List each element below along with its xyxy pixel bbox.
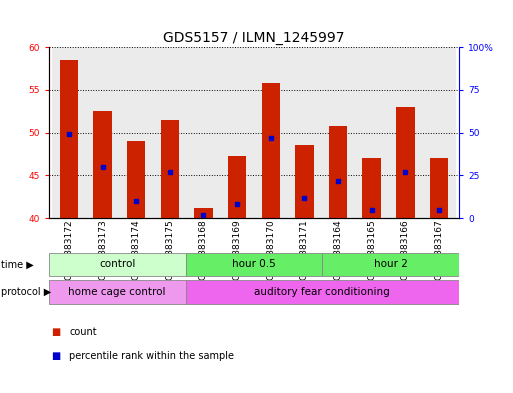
Bar xyxy=(186,253,322,276)
Text: percentile rank within the sample: percentile rank within the sample xyxy=(69,351,234,361)
Bar xyxy=(86,47,120,218)
Text: ■: ■ xyxy=(51,327,61,337)
Bar xyxy=(220,47,254,218)
Bar xyxy=(295,145,313,218)
Bar xyxy=(321,47,355,218)
Bar xyxy=(186,280,459,303)
Bar xyxy=(396,107,415,218)
Bar xyxy=(254,47,288,218)
Bar xyxy=(153,47,187,218)
Bar xyxy=(120,47,153,218)
Text: protocol ▶: protocol ▶ xyxy=(1,287,51,297)
Bar xyxy=(355,47,388,218)
Text: auditory fear conditioning: auditory fear conditioning xyxy=(254,287,390,297)
Text: time ▶: time ▶ xyxy=(1,259,33,269)
Bar xyxy=(362,158,381,218)
Bar xyxy=(422,47,456,218)
Bar xyxy=(49,280,186,303)
Bar xyxy=(322,253,459,276)
Bar xyxy=(194,208,213,218)
Text: ■: ■ xyxy=(51,351,61,361)
Bar xyxy=(93,111,112,218)
Bar xyxy=(388,47,422,218)
Text: count: count xyxy=(69,327,97,337)
Bar xyxy=(187,47,220,218)
Bar xyxy=(329,126,347,218)
Bar xyxy=(228,156,246,218)
Text: home cage control: home cage control xyxy=(68,287,166,297)
Bar xyxy=(52,47,86,218)
Title: GDS5157 / ILMN_1245997: GDS5157 / ILMN_1245997 xyxy=(163,31,345,45)
Bar xyxy=(60,60,78,218)
Bar xyxy=(49,253,186,276)
Bar xyxy=(127,141,146,218)
Text: control: control xyxy=(99,259,135,269)
Bar xyxy=(262,83,280,218)
Bar xyxy=(161,120,179,218)
Bar xyxy=(288,47,321,218)
Text: hour 0.5: hour 0.5 xyxy=(232,259,276,269)
Bar xyxy=(430,158,448,218)
Text: hour 2: hour 2 xyxy=(374,259,408,269)
